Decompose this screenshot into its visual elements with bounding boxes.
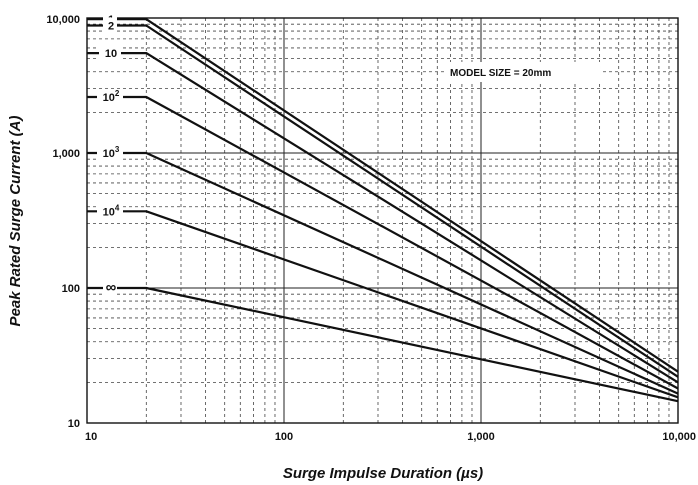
x-tick-label: 10 [85, 431, 97, 443]
y-axis-title: Peak Rated Surge Current (A) [7, 116, 24, 327]
tick-labels: 10 100 1,000 10,000 10 100 1,000 10,000 [46, 14, 696, 443]
curve-labels: 1210102103104∞ [97, 11, 123, 296]
curve-label-bg [103, 17, 117, 33]
annotation-box [444, 62, 600, 82]
plot-frame [86, 17, 679, 424]
curve-label-bg [99, 45, 121, 61]
annotation-text: MODEL SIZE = 20mm [450, 68, 551, 79]
curve-label-6: ∞ [106, 279, 117, 296]
x-tick-label: 10,000 [662, 431, 696, 443]
x-tick-label: 100 [275, 431, 293, 443]
curve-label-3: 102 [103, 89, 120, 104]
x-tick-label: 1,000 [467, 431, 495, 443]
curve-label-1: 2 [108, 20, 114, 32]
curve-label-5: 104 [103, 203, 120, 218]
curve-label-4: 103 [103, 145, 120, 160]
series-line-5 [87, 210, 679, 399]
curve-label-bg [97, 145, 123, 160]
y-tick-label: 1,000 [52, 148, 80, 160]
series-line-3 [87, 95, 679, 390]
curve-label-bg [103, 280, 117, 295]
curve-label-bg [97, 88, 123, 104]
curve-label-2: 10 [105, 48, 117, 60]
series-line-2 [87, 51, 679, 384]
y-tick-label: 100 [62, 283, 80, 295]
x-axis-title: Surge Impulse Duration (µs) [283, 465, 483, 482]
y-tick-label: 10 [68, 418, 80, 430]
series-line-6 [87, 286, 679, 403]
series-line-4 [87, 151, 679, 395]
curve-label-bg [97, 203, 123, 219]
y-tick-label: 10,000 [46, 14, 80, 26]
